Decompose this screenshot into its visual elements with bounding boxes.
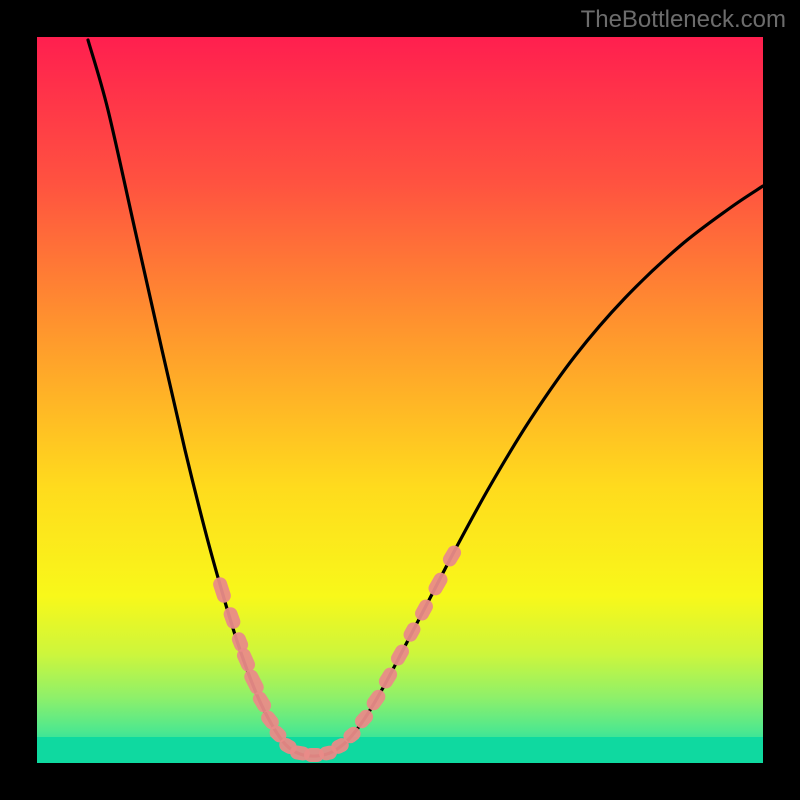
- chart-container: TheBottleneck.com: [0, 0, 800, 800]
- plot-svg: [0, 0, 800, 800]
- bottom-band: [37, 737, 763, 763]
